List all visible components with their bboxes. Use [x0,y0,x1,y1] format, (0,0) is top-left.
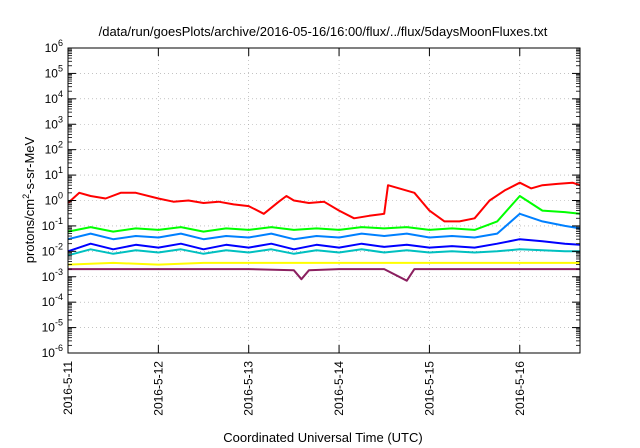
series-line-6 [67,261,580,266]
y-tick-exponent: 4 [58,89,63,99]
y-tick-label: 105 [45,63,63,80]
y-tick-label: 102 [45,140,63,157]
y-tick-base: 10 [45,117,59,131]
y-tick-base: 10 [45,143,59,157]
data-series [67,181,581,282]
y-tick-exponent: -3 [55,267,63,277]
chart-title: /data/run/goesPlots/archive/2016-05-16/1… [99,24,548,39]
y-tick-base: 10 [45,194,59,208]
y-tick-label: 10-2 [42,241,63,258]
y-tick-label: 101 [45,165,63,182]
y-tick-label: 10-3 [42,267,63,284]
x-tick-label: 2016-5-14 [332,361,346,416]
y-tick-base: 10 [42,346,56,360]
y-axis-label-suffix: -s-sr-MeV [22,136,37,193]
y-tick-label: 106 [45,38,63,55]
y-tick-base: 10 [45,41,59,55]
y-tick-label: 10-4 [42,292,63,309]
y-tick-exponent: 5 [58,63,63,73]
y-axis-label-base: protons/cm [22,199,37,263]
y-tick-exponent: 1 [58,165,63,175]
y-tick-base: 10 [45,66,59,80]
y-tick-label: 10-1 [42,216,63,233]
y-tick-exponent: -1 [55,216,63,226]
series-line-7 [68,268,580,282]
x-tick-label: 2016-5-15 [422,361,436,416]
y-tick-exponent: -4 [55,292,63,302]
y-tick-base: 10 [42,219,56,233]
y-tick-base: 10 [45,168,59,182]
y-tick-base: 10 [42,270,56,284]
grid-lines [67,48,580,353]
y-tick-exponent: -2 [55,241,63,251]
y-tick-exponent: 6 [58,38,63,48]
y-tick-exponent: 0 [58,191,63,201]
x-tick-label: 2016-5-12 [151,361,165,416]
series-line-5 [67,238,581,253]
y-tick-exponent: 3 [58,114,63,124]
y-axis-label-exponent: 2 [21,194,31,199]
y-tick-base: 10 [42,244,56,258]
y-tick-exponent: 2 [58,140,63,150]
x-tick-label: 2016-5-13 [242,361,256,416]
y-tick-exponent: -6 [55,343,63,353]
y-tick-label: 103 [45,114,63,131]
y-tick-label: 10-5 [42,318,63,335]
x-tick-label: 2016-5-11 [61,361,75,415]
series-line-4 [67,248,580,257]
x-tick-label: 2016-5-16 [513,361,527,416]
series-line-1 [67,181,581,223]
y-tick-exponent: -5 [55,318,63,328]
axis-ticks: 10-610-510-410-310-210-11001011021031041… [42,38,580,416]
y-tick-label: 100 [45,191,63,208]
y-axis-label: protons/cm2-s-sr-MeV [21,136,37,263]
x-axis-label: Coordinated Universal Time (UTC) [223,430,422,445]
y-tick-label: 10-6 [42,343,63,360]
series-line-2 [67,195,581,233]
y-tick-label: 104 [45,89,63,106]
y-tick-base: 10 [42,295,56,309]
series-line-3 [67,212,581,241]
y-tick-base: 10 [45,92,59,106]
y-tick-base: 10 [42,321,56,335]
